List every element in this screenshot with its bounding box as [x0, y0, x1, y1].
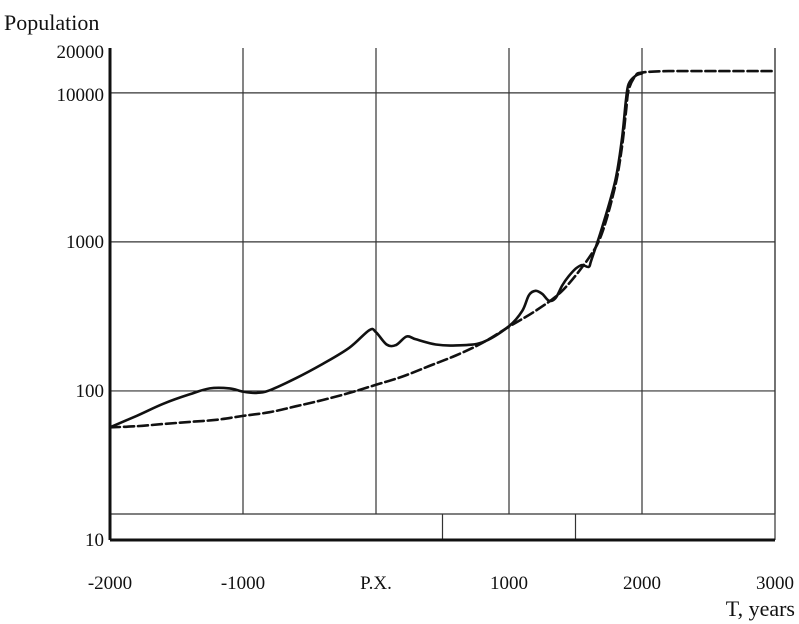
x-tick-label-0: -2000 — [88, 573, 132, 594]
y-tick-label-3: 10000 — [57, 85, 105, 106]
chart-axes — [108, 48, 775, 542]
series-line-dashed — [108, 69, 777, 429]
y-tick-label-2: 1000 — [66, 232, 104, 253]
x-tick-label-1: -1000 — [221, 573, 265, 594]
y-tick-label-1: 100 — [76, 381, 105, 402]
y-tick-label-4: 20000 — [57, 42, 105, 63]
x-axis-title: T, years — [726, 596, 795, 621]
y-axis-title: Population — [4, 10, 99, 35]
y-tick-label-0: 10 — [85, 530, 104, 551]
x-tick-label-4: 2000 — [623, 573, 661, 594]
x-tick-label-2: P.X. — [360, 573, 392, 594]
chart-grid — [109, 48, 776, 540]
chart-tick-labels: 10 100 1000 10000 20000 -2000 -1000 P.X. 1000 200… — [57, 42, 795, 594]
x-tick-label-3: 1000 — [490, 573, 528, 594]
chart-series — [108, 69, 777, 429]
x-tick-label-5: 3000 — [756, 573, 794, 594]
